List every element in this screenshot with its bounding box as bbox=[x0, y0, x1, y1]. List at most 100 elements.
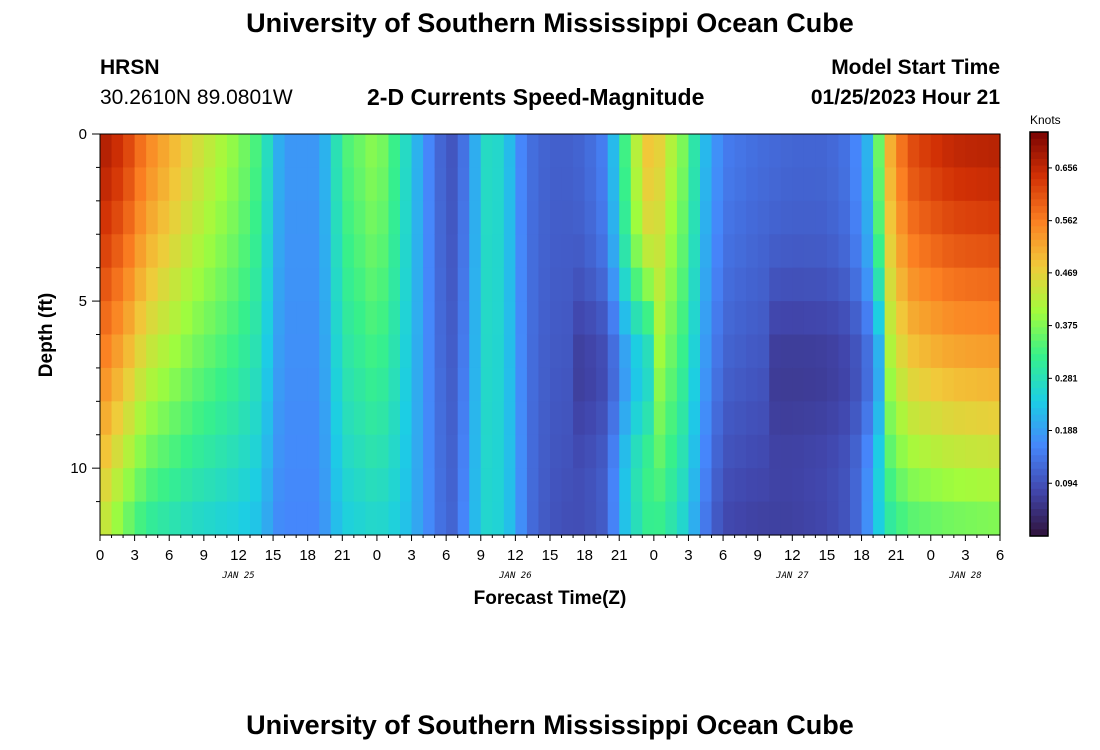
heatmap-cell bbox=[942, 234, 955, 269]
heatmap-cell bbox=[976, 234, 990, 269]
heatmap-cell bbox=[988, 134, 1001, 169]
heatmap-cell bbox=[319, 234, 332, 269]
heatmap-cell bbox=[469, 434, 482, 469]
heatmap-cell bbox=[388, 234, 401, 269]
heatmap-cell bbox=[907, 401, 920, 436]
colorbar-segment bbox=[1030, 529, 1048, 537]
heatmap-cell bbox=[261, 334, 274, 369]
heatmap-cell bbox=[919, 234, 932, 269]
heatmap-cell bbox=[757, 334, 770, 369]
heatmap-cell bbox=[884, 468, 897, 503]
heatmap-cell bbox=[388, 501, 401, 536]
heatmap-cell bbox=[700, 367, 713, 402]
heatmap-cell bbox=[584, 367, 597, 402]
heatmap-cell bbox=[169, 134, 182, 169]
heatmap-cell bbox=[411, 468, 424, 503]
colorbar-segment bbox=[1030, 266, 1048, 274]
heatmap-cell bbox=[180, 434, 193, 469]
heatmap-cell bbox=[769, 134, 782, 169]
heatmap-cell bbox=[676, 234, 690, 269]
heatmap-cell bbox=[884, 200, 897, 235]
heatmap-cell bbox=[480, 200, 493, 235]
heatmap-cell bbox=[942, 501, 955, 536]
heatmap-cell bbox=[630, 501, 643, 536]
heatmap-cell bbox=[111, 468, 124, 503]
colorbar-segment bbox=[1030, 381, 1048, 389]
heatmap-cell bbox=[930, 234, 943, 269]
heatmap-cell bbox=[400, 200, 413, 235]
heatmap-cell bbox=[676, 301, 690, 336]
heatmap-cell bbox=[457, 167, 470, 202]
heatmap-cell bbox=[480, 401, 493, 436]
heatmap-cell bbox=[261, 134, 274, 169]
heatmap-cell bbox=[330, 501, 343, 536]
heatmap-cell bbox=[619, 401, 632, 436]
heatmap-cell bbox=[296, 167, 309, 202]
heatmap-cell bbox=[734, 334, 747, 369]
heatmap-cell bbox=[307, 134, 320, 169]
heatmap-cell bbox=[100, 267, 113, 302]
heatmap-cell bbox=[100, 501, 113, 536]
heatmap-cell bbox=[550, 367, 563, 402]
heatmap-cell bbox=[342, 468, 355, 503]
heatmap-cell bbox=[723, 334, 736, 369]
heatmap-cell bbox=[792, 301, 805, 336]
heatmap-cell bbox=[480, 167, 493, 202]
heatmap-cell bbox=[561, 401, 574, 436]
heatmap-cell bbox=[538, 334, 551, 369]
heatmap-cell bbox=[665, 334, 678, 369]
heatmap-cell bbox=[434, 134, 447, 169]
heatmap-cell bbox=[642, 167, 655, 202]
heatmap-cell bbox=[769, 401, 782, 436]
heatmap-cell bbox=[261, 301, 274, 336]
heatmap-cell bbox=[330, 301, 343, 336]
heatmap-cell bbox=[261, 200, 274, 235]
heatmap-cell bbox=[642, 401, 655, 436]
heatmap-cell bbox=[769, 200, 782, 235]
heatmap-cell bbox=[826, 301, 840, 336]
x-tick-label: 6 bbox=[442, 547, 450, 564]
heatmap-cell bbox=[192, 200, 205, 235]
colorbar-segment bbox=[1030, 320, 1048, 328]
heatmap-cell bbox=[330, 334, 343, 369]
heatmap-cell bbox=[503, 334, 516, 369]
heatmap-cell bbox=[792, 134, 805, 169]
heatmap-cell bbox=[976, 501, 990, 536]
heatmap-cell bbox=[550, 267, 563, 302]
heatmap-cell bbox=[319, 401, 332, 436]
page-title: University of Southern Mississippi Ocean… bbox=[246, 8, 854, 38]
heatmap-cell bbox=[953, 401, 966, 436]
heatmap-cell bbox=[815, 401, 828, 436]
heatmap-cell bbox=[561, 434, 574, 469]
heatmap-cell bbox=[746, 234, 759, 269]
heatmap-cell bbox=[446, 200, 459, 235]
heatmap-cell bbox=[330, 167, 343, 202]
heatmap-cell bbox=[376, 167, 390, 202]
heatmap-cell bbox=[700, 200, 713, 235]
heatmap-cell bbox=[596, 367, 609, 402]
heatmap-cell bbox=[423, 501, 436, 536]
heatmap-cell bbox=[838, 134, 851, 169]
heatmap-cell bbox=[169, 434, 182, 469]
heatmap-cell bbox=[411, 367, 424, 402]
heatmap-cell bbox=[353, 200, 366, 235]
heatmap-cell bbox=[365, 468, 378, 503]
colorbar: Knots 0.656 0.562 0.469 0.375 0.281 0.188 0.09… bbox=[1029, 113, 1078, 537]
heatmap-cell bbox=[596, 167, 609, 202]
heatmap-cell bbox=[515, 200, 528, 235]
heatmap-cell bbox=[423, 468, 436, 503]
heatmap-cell bbox=[365, 167, 378, 202]
heatmap-cell bbox=[896, 367, 909, 402]
heatmap-cell bbox=[319, 501, 332, 536]
colorbar-cells bbox=[1030, 132, 1048, 537]
heatmap-cell bbox=[976, 200, 990, 235]
heatmap-cell bbox=[538, 134, 551, 169]
heatmap-cell bbox=[711, 301, 724, 336]
heatmap-cell bbox=[734, 468, 747, 503]
heatmap-cell bbox=[723, 434, 736, 469]
heatmap-cell bbox=[861, 367, 874, 402]
heatmap-cell bbox=[480, 334, 493, 369]
heatmap-cell bbox=[619, 167, 632, 202]
heatmap-cell bbox=[873, 267, 886, 302]
heatmap-cell bbox=[503, 200, 516, 235]
